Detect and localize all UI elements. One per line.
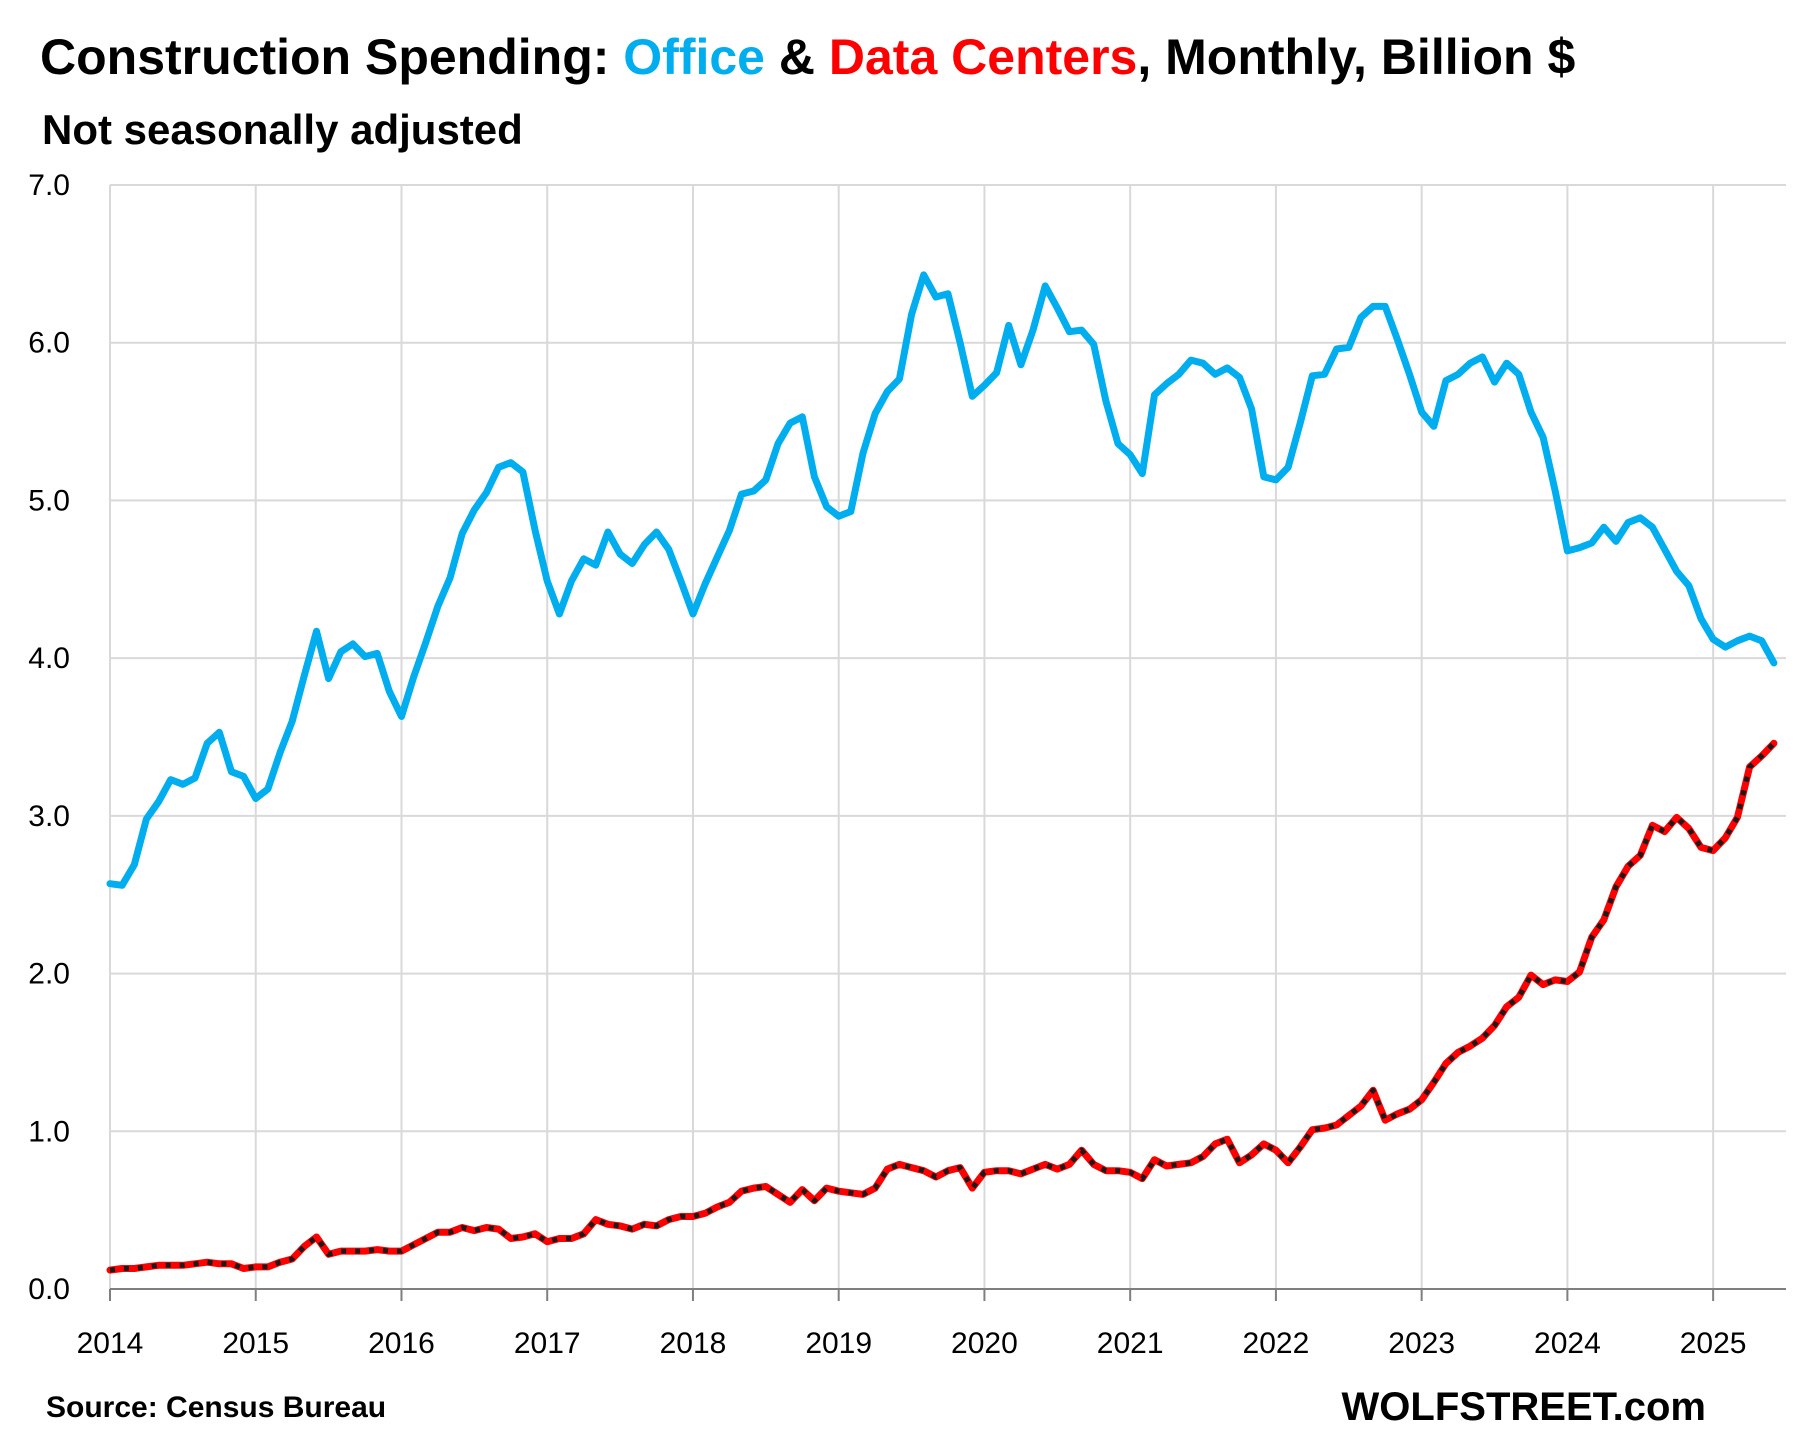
datacenters-series-dashes	[109, 741, 1776, 1273]
y-tick-label: 1.0	[28, 1115, 70, 1148]
x-tick-label: 2015	[222, 1327, 289, 1360]
x-tick-label: 2023	[1388, 1327, 1455, 1360]
y-tick-label: 5.0	[28, 484, 70, 517]
title-part-1: Construction Spending:	[40, 29, 623, 85]
x-tick-label: 2019	[805, 1327, 872, 1360]
gridlines	[109, 184, 1786, 1290]
x-tick-label: 2016	[368, 1327, 435, 1360]
x-tick-label: 2025	[1680, 1327, 1747, 1360]
y-tick-label: 4.0	[28, 642, 70, 675]
y-tick-label: 6.0	[28, 327, 70, 360]
y-tick-label: 3.0	[28, 800, 70, 833]
chart-title: Construction Spending: Office & Data Cen…	[40, 29, 1575, 85]
watermark: WOLFSTREET.com	[1342, 1385, 1706, 1429]
x-tick-label: 2020	[951, 1327, 1018, 1360]
x-tick-label: 2021	[1097, 1327, 1164, 1360]
source-note: Source: Census Bureau	[46, 1391, 386, 1424]
x-tick-label: 2022	[1243, 1327, 1310, 1360]
title-office: Office	[623, 29, 765, 85]
title-amp: &	[765, 29, 829, 85]
series-lines	[106, 271, 1778, 1274]
office-series-line	[106, 271, 1778, 889]
y-tick-label: 7.0	[28, 169, 70, 202]
x-tick-label: 2018	[660, 1327, 727, 1360]
title-part-2: , Monthly, Billion $	[1137, 29, 1575, 85]
x-tick-label: 2014	[77, 1327, 144, 1360]
title-datacenters: Data Centers	[829, 29, 1137, 85]
axes: 0.0 1.0 2.0 3.0 4.0 5.0 6.0 7.0 2014 2015 2016 2017…	[28, 169, 1786, 1360]
chart-subtitle: Not seasonally adjusted	[42, 106, 523, 153]
y-tick-label: 2.0	[28, 958, 70, 991]
x-tick-label: 2017	[514, 1327, 581, 1360]
x-tick-label: 2024	[1534, 1327, 1601, 1360]
datacenters-series-line	[106, 739, 1778, 1274]
y-tick-label: 0.0	[28, 1273, 70, 1306]
